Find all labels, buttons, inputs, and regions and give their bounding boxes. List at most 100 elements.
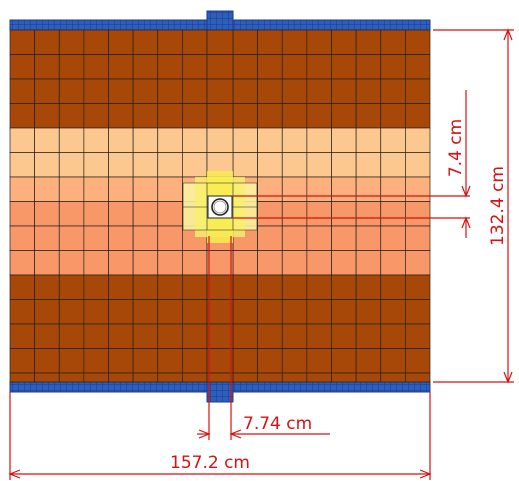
bottom-cap-left xyxy=(9,381,208,393)
mesh-cell xyxy=(232,299,258,325)
mesh-cell xyxy=(157,29,183,55)
mesh-cell xyxy=(405,176,431,202)
mesh-cell xyxy=(232,274,258,300)
mesh-cell xyxy=(34,103,60,129)
bottom-cap-right xyxy=(232,381,431,393)
mesh-cell xyxy=(182,54,208,80)
mesh-cell xyxy=(182,299,208,325)
mesh-cell xyxy=(355,103,382,129)
mesh-cell xyxy=(34,250,60,276)
mesh-cell xyxy=(58,127,85,153)
mesh-cell xyxy=(232,323,258,349)
mesh-cell xyxy=(58,176,85,202)
mesh-cell xyxy=(281,127,308,153)
mesh-cell xyxy=(34,225,60,251)
mesh-cell xyxy=(9,152,35,178)
slot-width-label: 7.74 cm xyxy=(243,414,312,434)
mesh-cell xyxy=(380,299,406,325)
mesh-cell xyxy=(281,250,308,276)
mesh-cell xyxy=(281,225,308,251)
mesh-cell xyxy=(206,29,234,55)
mesh-cell xyxy=(281,54,308,80)
mesh-cell xyxy=(306,225,332,251)
mesh-cell xyxy=(232,152,258,178)
mesh-cell xyxy=(108,103,134,129)
mesh-cell xyxy=(132,127,159,153)
mesh-cell xyxy=(58,299,85,325)
mesh-cell xyxy=(9,176,35,202)
mesh-cell xyxy=(34,78,60,104)
mesh-cell xyxy=(157,348,183,374)
mesh-cell xyxy=(83,274,109,300)
mesh-cell xyxy=(206,127,234,153)
mesh-cell xyxy=(132,54,159,80)
mesh-cell xyxy=(331,250,357,276)
mesh-cell xyxy=(405,54,431,80)
mesh-cell xyxy=(257,29,283,55)
mesh-cell xyxy=(157,176,183,202)
mesh-cell xyxy=(132,225,159,251)
mesh-cell xyxy=(9,201,35,227)
mesh-cell xyxy=(405,348,431,374)
mesh-cell xyxy=(157,103,183,129)
mesh-cell xyxy=(281,176,308,202)
mesh-cell xyxy=(83,103,109,129)
mesh-cell xyxy=(132,274,159,300)
mesh-cell xyxy=(306,176,332,202)
mesh-cell xyxy=(232,54,258,80)
mesh-cell xyxy=(380,225,406,251)
mesh-cell xyxy=(34,176,60,202)
column-cap-top xyxy=(206,10,234,31)
mesh-cell xyxy=(331,299,357,325)
mesh-cell xyxy=(380,152,406,178)
mesh-cell xyxy=(355,250,382,276)
mesh-cell xyxy=(331,348,357,374)
mesh-cell xyxy=(257,127,283,153)
mesh-cell xyxy=(34,152,60,178)
mesh-cell xyxy=(206,274,234,300)
mesh-cell xyxy=(34,54,60,80)
mesh-cell xyxy=(34,299,60,325)
mesh-cell xyxy=(306,29,332,55)
mesh-cell xyxy=(157,250,183,276)
mesh-cell xyxy=(355,201,382,227)
mesh-cell xyxy=(331,201,357,227)
mesh-cell xyxy=(257,225,283,251)
mesh-cell xyxy=(257,348,283,374)
mesh-cell xyxy=(182,274,208,300)
mesh-cell xyxy=(281,274,308,300)
mesh-cell xyxy=(182,323,208,349)
mesh-cell xyxy=(306,152,332,178)
mesh-cell xyxy=(182,348,208,374)
mesh-cell xyxy=(405,274,431,300)
mesh-cell xyxy=(182,78,208,104)
mesh-cell xyxy=(9,127,35,153)
mesh-cell xyxy=(306,372,332,383)
mesh-cell xyxy=(281,201,308,227)
mesh-cell xyxy=(380,372,406,383)
mesh-cell xyxy=(58,152,85,178)
mesh-cell xyxy=(108,176,134,202)
mesh-cell xyxy=(206,348,234,374)
mesh-cell xyxy=(9,348,35,374)
mesh-cell xyxy=(83,323,109,349)
mesh-cell xyxy=(380,250,406,276)
mesh-cell xyxy=(206,250,234,276)
mesh-cell xyxy=(206,372,234,383)
mesh-cell xyxy=(232,29,258,55)
mesh-cell xyxy=(9,274,35,300)
mesh-cell xyxy=(281,29,308,55)
mesh-cell xyxy=(132,152,159,178)
mesh-cell xyxy=(132,29,159,55)
mesh-cell xyxy=(9,299,35,325)
mesh-cell xyxy=(380,127,406,153)
mesh-cell xyxy=(355,54,382,80)
mesh-cell xyxy=(380,103,406,129)
mesh-cell xyxy=(331,274,357,300)
mesh-cell xyxy=(108,201,134,227)
mesh-cell xyxy=(132,201,159,227)
mesh-cell xyxy=(257,250,283,276)
top-cap-left xyxy=(9,19,208,31)
mesh-cell xyxy=(58,103,85,129)
pipe-icon xyxy=(207,195,233,219)
